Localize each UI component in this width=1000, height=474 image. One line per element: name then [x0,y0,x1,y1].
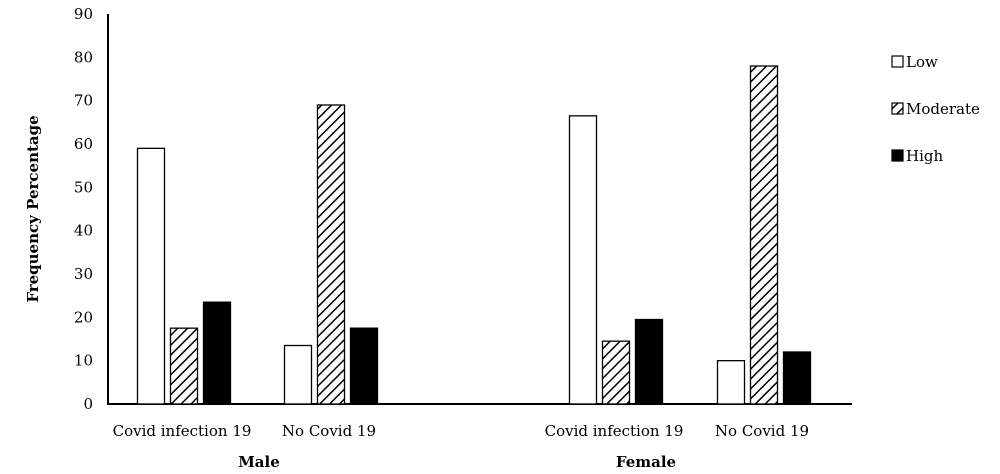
bar-low-2 [283,344,313,405]
bar-low-1 [136,147,166,405]
y-axis-title: Frequency Percentage [24,115,42,302]
y-tick-label: 10 [74,352,93,370]
y-tick-label: 90 [74,5,93,23]
y-tick-label: 80 [74,48,93,66]
bar-moderate-4 [749,65,779,405]
legend-swatch-high [891,149,904,162]
group-label-female: Female [616,453,676,471]
y-tick-label: 0 [83,395,93,413]
bar-low-3 [568,115,598,405]
legend-label-low: Low [906,53,938,71]
legend-label-high: High [906,147,943,165]
bar-moderate-1 [169,327,199,405]
y-tick-label: 40 [74,222,93,240]
bar-high-4 [782,351,812,405]
group-label-male: Male [238,453,280,471]
x-category-label: No Covid 19 [282,422,376,440]
x-category-label: Covid infection 19 [545,422,684,440]
bar-high-1 [202,301,232,405]
legend-swatch-moderate [891,102,904,115]
y-tick-label: 30 [74,265,93,283]
bar-low-4 [716,360,746,405]
legend-label-moderate: Moderate [906,100,980,118]
y-tick-label: 70 [74,92,93,110]
y-tick-label: 60 [74,135,93,153]
legend-swatch-low [891,55,904,68]
x-category-label: Covid infection 19 [113,422,252,440]
bar-moderate-3 [601,340,631,405]
bar-moderate-2 [316,104,346,405]
bar-high-2 [349,327,379,405]
x-category-label: No Covid 19 [715,422,809,440]
bar-high-3 [634,318,664,405]
y-tick-label: 50 [74,178,93,196]
y-tick-label: 20 [74,308,93,326]
